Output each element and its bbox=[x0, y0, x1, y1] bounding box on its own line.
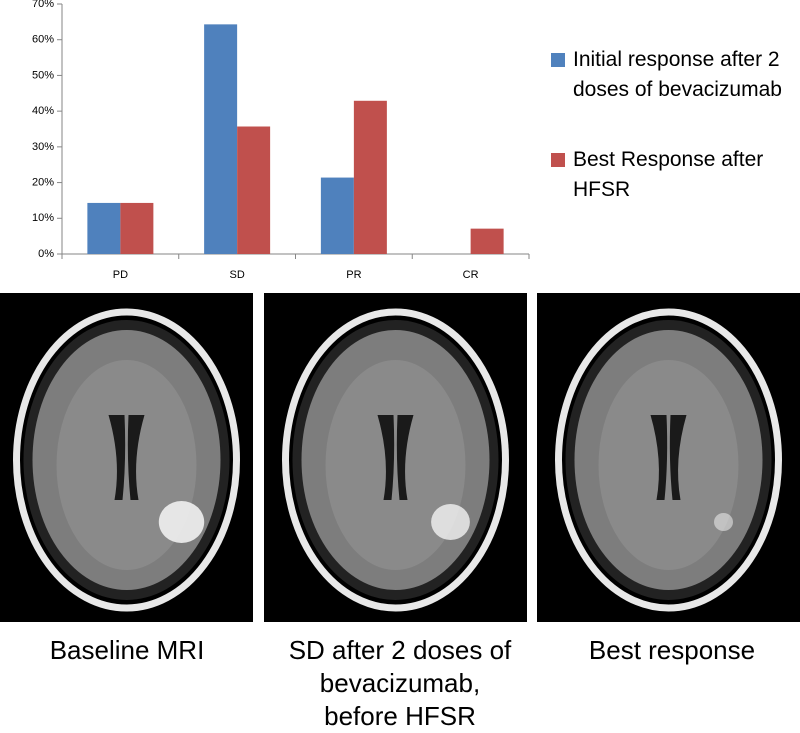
brain-inner bbox=[325, 360, 466, 570]
skull bbox=[282, 308, 509, 612]
bar bbox=[120, 202, 154, 254]
legend-label: Initial response after 2 doses of bevaci… bbox=[573, 48, 782, 101]
x-tick-label: PR bbox=[346, 269, 361, 281]
legend-swatch bbox=[551, 53, 565, 67]
lesion bbox=[714, 513, 733, 531]
bar bbox=[87, 202, 121, 254]
x-tick-label: SD bbox=[229, 269, 244, 281]
y-tick-label: 40% bbox=[32, 105, 54, 117]
legend-label: Best Response after HFSR bbox=[573, 148, 764, 201]
y-tick-label: 20% bbox=[32, 176, 54, 188]
bar bbox=[470, 228, 504, 254]
y-tick-label: 10% bbox=[32, 212, 54, 224]
caption: Baseline MRI bbox=[49, 635, 205, 665]
ventricles bbox=[108, 415, 145, 500]
y-tick-label: 70% bbox=[32, 0, 54, 10]
lesion bbox=[431, 504, 470, 540]
bar bbox=[320, 177, 354, 254]
caption: Best response bbox=[588, 635, 756, 665]
bar bbox=[237, 126, 271, 254]
ventricles bbox=[650, 415, 687, 500]
y-tick-label: 30% bbox=[32, 141, 54, 153]
skull bbox=[13, 308, 240, 612]
y-tick-label: 60% bbox=[32, 34, 54, 46]
brain-inner bbox=[598, 360, 739, 570]
x-tick-label: PD bbox=[113, 269, 128, 281]
ventricles bbox=[377, 415, 414, 500]
bar bbox=[204, 24, 238, 254]
legend-entry: Best Response after HFSR bbox=[551, 145, 791, 205]
caption: SD after 2 doses of bevacizumab, before … bbox=[288, 635, 512, 731]
lesion bbox=[158, 501, 205, 543]
y-tick-label: 50% bbox=[32, 69, 54, 81]
x-tick-label: CR bbox=[463, 269, 479, 281]
legend-entry: Initial response after 2 doses of bevaci… bbox=[551, 45, 791, 105]
y-tick-label: 0% bbox=[38, 248, 54, 260]
bar bbox=[353, 100, 387, 255]
skull bbox=[555, 308, 782, 612]
legend-swatch bbox=[551, 153, 565, 167]
